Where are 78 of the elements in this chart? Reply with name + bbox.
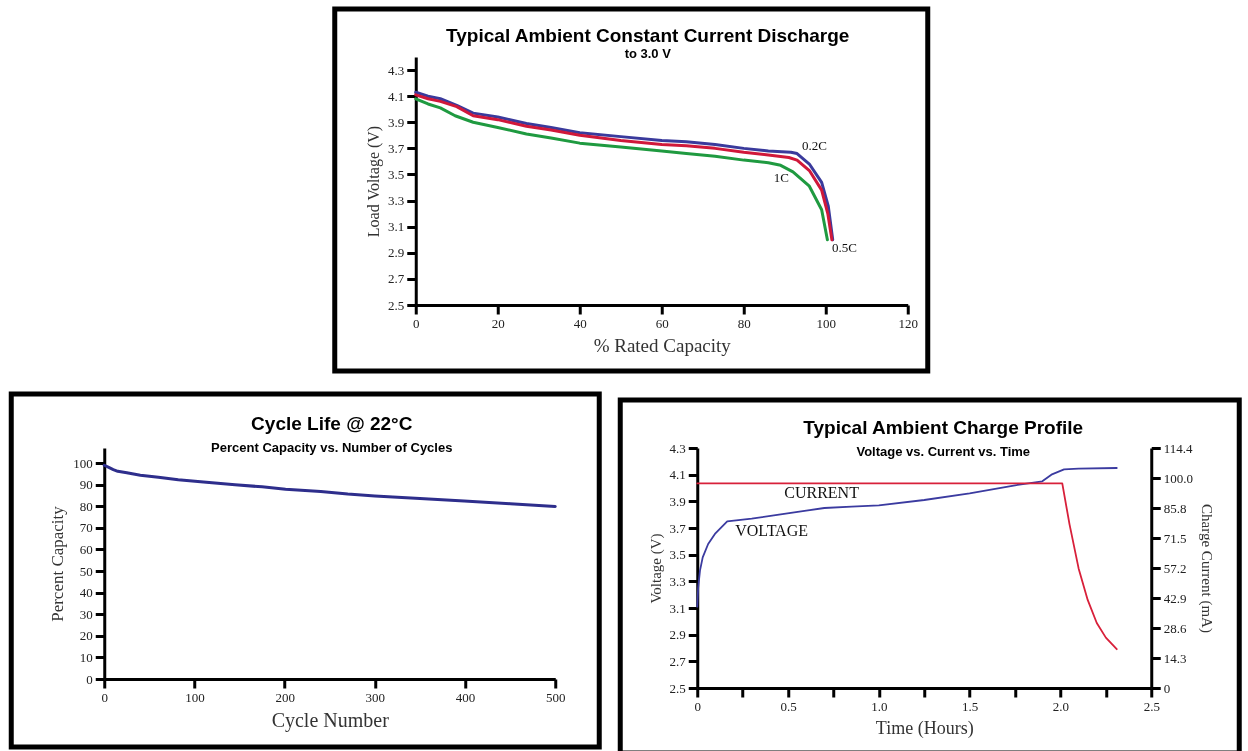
y-tick-label: 3.1	[669, 600, 686, 616]
series-label: 0.2C	[802, 137, 827, 153]
chart-subtitle: Percent Capacity vs. Number of Cycles	[211, 440, 453, 455]
y-tick-label: 50	[79, 563, 93, 579]
y2-tick-label: 42.9	[1163, 590, 1187, 606]
series-label: 0.5C	[831, 239, 857, 255]
x-tick-label: 2.0	[1052, 698, 1070, 714]
x-tick-label: 2.5	[1143, 698, 1160, 714]
x-tick-label: 1.5	[962, 698, 979, 714]
y-tick-label: 30	[79, 606, 93, 622]
y-tick-label: 3.5	[669, 547, 686, 563]
y-axis-title: Percent Capacity	[48, 505, 68, 622]
x-tick-label: 120	[898, 315, 918, 331]
x-tick-label: 1.0	[871, 698, 888, 714]
series-label: VOLTAGE	[735, 522, 809, 540]
y-tick-label: 3.3	[388, 193, 405, 209]
chart-subtitle: to 3.0 V	[624, 46, 672, 61]
x-tick-label: 400	[455, 689, 476, 705]
x-tick-label: 0	[694, 698, 701, 714]
y-tick-label: 3.9	[669, 493, 686, 509]
x-tick-label: 80	[737, 315, 751, 331]
y-tick-label: 60	[79, 541, 93, 557]
y-tick-label: 2.7	[388, 271, 405, 287]
y-tick-label: 20	[79, 628, 93, 644]
series-label: CURRENT	[784, 484, 860, 502]
y-tick-label: 2.7	[669, 653, 687, 669]
y-tick-label: 4.1	[669, 467, 686, 483]
y-tick-label: 4.3	[669, 440, 686, 456]
line-series	[102, 463, 557, 509]
chart-subtitle: Voltage vs. Current vs. Time	[856, 444, 1031, 459]
y-tick-label: 4.3	[388, 62, 405, 78]
x-tick-label: 300	[365, 689, 386, 705]
y-tick-label: 3.3	[669, 573, 686, 589]
y-tick-label: 3.7	[388, 140, 405, 156]
y2-tick-label: 28.6	[1163, 620, 1187, 636]
y-tick-label: 90	[79, 477, 93, 493]
y-tick-label: 3.9	[388, 114, 405, 130]
x-tick-label: 40	[573, 315, 587, 331]
y-tick-label: 80	[79, 498, 93, 514]
y2-axis-title: Charge Current (mA)	[1198, 504, 1215, 633]
y-axis-title: Voltage (V)	[647, 533, 665, 604]
x-axis-title: Cycle Number	[271, 708, 390, 732]
line-series	[696, 482, 1118, 651]
x-tick-label: 100	[816, 315, 836, 331]
x-tick-label: 0	[101, 689, 108, 705]
y-tick-label: 0	[86, 671, 93, 687]
y-tick-label: 2.9	[669, 627, 686, 643]
x-tick-label: 500	[546, 689, 566, 705]
y-tick-label: 40	[79, 585, 93, 601]
chart-title: Cycle Life @ 22°C	[251, 413, 413, 434]
x-tick-label: 200	[275, 689, 295, 705]
y-tick-label: 10	[79, 649, 93, 665]
y2-tick-label: 100.0	[1163, 470, 1193, 486]
y-tick-label: 70	[79, 520, 93, 536]
series-label: 1C	[773, 169, 789, 185]
y2-tick-label: 71.5	[1163, 530, 1187, 546]
x-tick-label: 100	[185, 689, 205, 705]
chart-title: Typical Ambient Charge Profile	[803, 417, 1084, 438]
y-tick-label: 4.1	[388, 88, 405, 104]
y-tick-label: 2.5	[388, 297, 405, 313]
y-tick-label: 2.9	[388, 245, 405, 261]
x-tick-label: 0.5	[780, 698, 797, 714]
y2-tick-label: 85.8	[1163, 500, 1187, 516]
x-tick-label: 20	[491, 315, 505, 331]
y2-tick-label: 114.4	[1163, 440, 1194, 456]
y-tick-label: 3.7	[669, 520, 687, 536]
y2-tick-label: 14.3	[1163, 650, 1187, 666]
x-axis-title: % Rated Capacity	[593, 334, 732, 356]
x-tick-label: 0	[413, 315, 420, 331]
x-tick-label: 60	[655, 315, 669, 331]
y-tick-label: 3.1	[388, 219, 405, 235]
y-tick-label: 100	[73, 455, 93, 471]
y-tick-label: 3.5	[388, 166, 405, 182]
line-series	[696, 467, 1118, 608]
y-axis-title: Load Voltage (V)	[365, 125, 383, 238]
x-axis-title: Time (Hours)	[875, 717, 974, 739]
y2-tick-label: 57.2	[1163, 560, 1187, 576]
chart-title: Typical Ambient Constant Current Discharge	[446, 25, 850, 46]
